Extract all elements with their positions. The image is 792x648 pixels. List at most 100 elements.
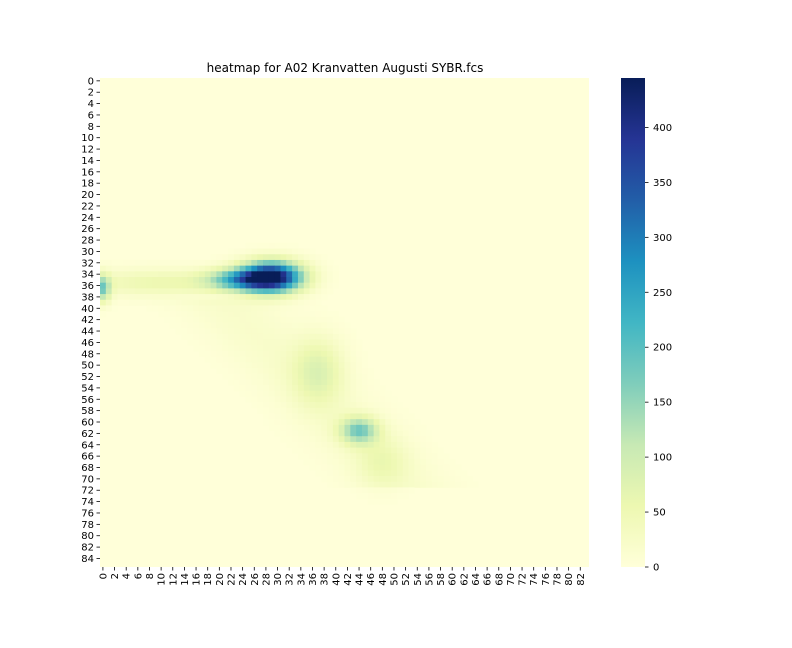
heatmap-cell xyxy=(263,402,270,409)
heatmap-cell xyxy=(332,447,340,454)
heatmap-cell xyxy=(344,367,351,375)
heatmap-cell xyxy=(263,345,270,352)
heatmap-cell xyxy=(321,282,328,289)
heatmap-cell xyxy=(210,350,217,358)
heatmap-cell xyxy=(385,487,392,494)
heatmap-cell xyxy=(420,481,427,488)
heatmap-cell xyxy=(315,441,322,448)
heatmap-cell xyxy=(391,419,398,426)
heatmap-cell xyxy=(239,271,246,278)
heatmap-cell xyxy=(402,413,409,420)
x-tick-label: 80 xyxy=(564,573,575,586)
x-tick-label: 54 xyxy=(413,573,424,586)
heatmap-cell xyxy=(385,396,392,403)
heatmap-cell xyxy=(280,390,287,397)
heatmap-cell xyxy=(385,390,392,397)
heatmap-cell xyxy=(431,453,439,460)
heatmap-cell xyxy=(181,259,188,267)
heatmap-cell xyxy=(408,453,415,460)
heatmap-cell xyxy=(233,333,241,340)
heatmap-cell xyxy=(286,311,293,318)
heatmap-cell xyxy=(105,277,113,284)
heatmap-cell xyxy=(158,294,165,301)
y-tick-label: 30 xyxy=(81,247,94,258)
heatmap-cell xyxy=(350,424,357,431)
heatmap-cell xyxy=(111,265,118,272)
x-tick-label: 24 xyxy=(238,573,249,586)
heatmap-cell xyxy=(408,447,415,454)
y-tick-label: 6 xyxy=(88,110,94,121)
heatmap-cell xyxy=(466,476,473,483)
heatmap-cell xyxy=(309,424,316,431)
heatmap-cell xyxy=(239,367,246,375)
y-tick-label: 34 xyxy=(81,270,94,281)
heatmap-cell xyxy=(420,453,427,460)
heatmap-cell xyxy=(222,254,229,261)
heatmap-cell xyxy=(210,265,217,272)
heatmap-cell xyxy=(233,367,241,375)
heatmap-cell xyxy=(187,299,194,306)
heatmap-cell xyxy=(414,476,421,483)
heatmap-cell xyxy=(332,271,340,278)
heatmap-cell xyxy=(274,316,281,323)
heatmap-cell xyxy=(280,362,287,369)
heatmap-cell xyxy=(379,385,386,392)
x-tick-label: 36 xyxy=(308,573,319,586)
y-tick-label: 72 xyxy=(81,486,94,497)
y-tick-label: 48 xyxy=(81,349,94,360)
heatmap-cell xyxy=(344,333,351,340)
x-tick-label: 66 xyxy=(483,573,494,586)
heatmap-cell xyxy=(210,305,217,312)
heatmap-cell xyxy=(286,413,293,420)
heatmap-cell xyxy=(391,487,398,494)
heatmap-cell xyxy=(280,316,287,323)
heatmap-cell xyxy=(327,441,334,448)
heatmap-cell xyxy=(292,373,299,380)
heatmap-cell xyxy=(309,356,316,363)
heatmap-cell xyxy=(321,311,328,318)
heatmap-cell xyxy=(426,447,433,454)
heatmap-cell xyxy=(373,458,380,466)
heatmap-cell xyxy=(321,277,328,284)
heatmap-cell xyxy=(297,419,305,426)
heatmap-cell xyxy=(367,487,375,494)
x-tick-label: 0 xyxy=(98,573,109,579)
heatmap-cell xyxy=(251,402,258,409)
heatmap-cell xyxy=(251,299,258,306)
heatmap-cell xyxy=(344,328,351,335)
heatmap-cell xyxy=(297,277,305,284)
heatmap-cell xyxy=(286,248,293,255)
heatmap-cell xyxy=(344,373,351,380)
heatmap-cell xyxy=(408,487,415,494)
heatmap-cell xyxy=(245,248,252,255)
heatmap-cell xyxy=(338,316,345,323)
heatmap-cell xyxy=(280,379,287,386)
heatmap-cell xyxy=(274,271,281,278)
heatmap-cell xyxy=(233,356,241,363)
heatmap-cell xyxy=(286,271,293,278)
heatmap-cell xyxy=(198,322,206,329)
y-tick-label: 82 xyxy=(81,543,94,554)
heatmap-cell xyxy=(286,356,293,363)
heatmap-cell xyxy=(210,299,217,306)
heatmap-cell xyxy=(210,333,217,340)
heatmap-cell xyxy=(280,407,287,414)
heatmap-cell xyxy=(100,271,107,278)
heatmap-cell xyxy=(297,294,305,301)
x-tick-label: 6 xyxy=(133,573,144,579)
heatmap-cell xyxy=(350,419,357,426)
heatmap-cell xyxy=(344,379,351,386)
heatmap-cell xyxy=(408,464,415,471)
heatmap-cell xyxy=(391,430,398,437)
heatmap-cell xyxy=(245,277,252,284)
heatmap-cell xyxy=(257,299,264,306)
heatmap-cell xyxy=(367,493,375,500)
heatmap-cell xyxy=(361,481,369,488)
heatmap-cell xyxy=(245,288,252,295)
heatmap-cell xyxy=(303,271,310,278)
heatmap-cell xyxy=(257,350,264,358)
heatmap-cell xyxy=(379,390,386,397)
heatmap-cell xyxy=(327,476,334,483)
heatmap-cell xyxy=(210,339,217,346)
heatmap-cell xyxy=(449,458,456,466)
